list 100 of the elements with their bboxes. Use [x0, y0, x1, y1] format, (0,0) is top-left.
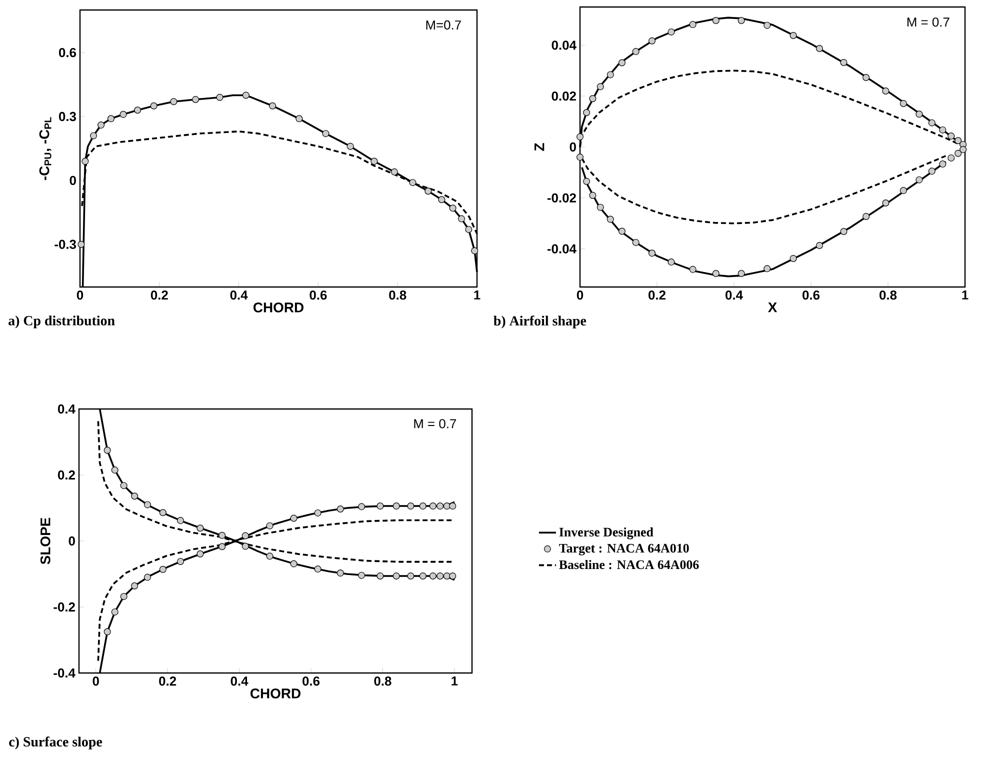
point [960, 146, 967, 154]
point [618, 228, 626, 235]
point [392, 572, 400, 580]
point [900, 100, 907, 107]
point [218, 543, 226, 550]
x-tick-label: 0 [76, 290, 84, 300]
point [576, 154, 584, 161]
point [120, 592, 128, 600]
y-tick-label: 0.02 [552, 92, 576, 101]
x-axis-title: X [768, 302, 778, 312]
x-tick-label: 0.2 [159, 676, 176, 686]
point [816, 242, 823, 250]
legend-label: Target : NACA 64A010 [559, 544, 689, 556]
point [632, 48, 640, 56]
x-tick-label: 0.8 [880, 290, 897, 300]
point [290, 514, 298, 522]
point [107, 115, 114, 122]
point [82, 158, 89, 165]
point [900, 187, 907, 194]
point [407, 502, 414, 510]
point [407, 572, 414, 580]
point [176, 517, 184, 524]
x-axis-title: CHORD [254, 302, 304, 312]
point [196, 550, 204, 558]
point [589, 95, 596, 102]
y-tick-label: 0 [70, 176, 76, 186]
point [790, 254, 797, 262]
y-tick-label: -0.2 [54, 602, 75, 612]
point [376, 572, 384, 580]
point [111, 466, 118, 474]
x-tick-label: 0.6 [802, 290, 820, 300]
y-tick-label: -0.04 [547, 244, 576, 254]
point [436, 572, 444, 580]
point [840, 58, 848, 66]
point [429, 502, 436, 510]
point [104, 628, 111, 636]
y-tick-label: -0.02 [547, 193, 576, 202]
point [738, 270, 745, 278]
point [192, 96, 200, 103]
x-tick-label: 0 [576, 290, 584, 300]
point [176, 558, 184, 565]
y-tick-label: 0.4 [58, 404, 76, 414]
point [954, 137, 962, 144]
point [668, 28, 675, 36]
point [689, 21, 696, 28]
point [948, 132, 955, 140]
point [816, 44, 823, 52]
point [862, 212, 870, 220]
x-tick-label: 0 [92, 676, 99, 686]
point [358, 503, 366, 510]
point [458, 215, 466, 222]
annotation: M = 0.7 [414, 419, 456, 428]
point [436, 502, 444, 510]
y-tick-label: -0.4 [54, 668, 76, 678]
point [928, 119, 936, 126]
x-tick-label: 0.2 [150, 290, 168, 300]
x-tick-label: 0.4 [230, 290, 248, 300]
point [314, 566, 322, 573]
annotation: M = 0.7 [907, 18, 950, 27]
point [392, 502, 400, 510]
point [712, 270, 720, 278]
point [218, 532, 226, 539]
y-tick-label: 0 [68, 536, 75, 546]
point [632, 238, 640, 246]
point [358, 572, 366, 579]
point [689, 266, 696, 273]
point [336, 505, 344, 512]
point [104, 446, 111, 454]
point [449, 502, 456, 510]
point [465, 226, 472, 233]
y-tick-label: 0.3 [58, 112, 76, 122]
y-tick-label: 0 [570, 142, 576, 152]
point [596, 204, 604, 211]
point [882, 87, 890, 94]
y-tick-label: 0.2 [58, 470, 75, 480]
point [144, 501, 151, 508]
x-tick-label: 1 [474, 290, 480, 300]
point [111, 608, 118, 616]
point [449, 572, 456, 580]
point [764, 265, 771, 272]
point [916, 110, 923, 118]
x-tick-label: 0.4 [230, 676, 248, 686]
point [196, 524, 204, 532]
x-tick-label: 1 [962, 290, 968, 300]
y-axis-title: -C$_{PU}$, -C$_{PL}$ [39, 117, 52, 180]
point [120, 482, 128, 490]
point [576, 133, 584, 140]
point [583, 178, 590, 185]
point [131, 492, 138, 500]
point [471, 247, 478, 254]
point [346, 142, 354, 150]
point [216, 94, 224, 101]
x-tick-label: 0.6 [310, 290, 327, 300]
point [764, 22, 771, 29]
point [438, 196, 446, 204]
point [296, 115, 303, 122]
point [648, 250, 656, 257]
point [939, 126, 946, 134]
point [840, 228, 848, 236]
point [120, 110, 127, 118]
